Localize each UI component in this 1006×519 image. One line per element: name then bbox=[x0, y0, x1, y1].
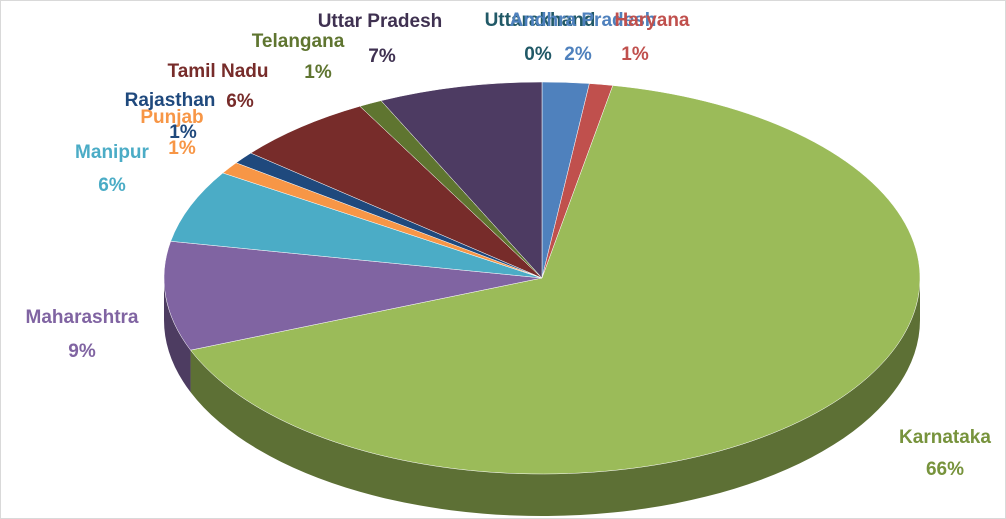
data-label-value: 9% bbox=[68, 341, 96, 362]
pie-slice bbox=[380, 81, 543, 279]
data-label-name: Punjab bbox=[140, 107, 203, 128]
data-label-value: 6% bbox=[226, 91, 254, 112]
data-label-name: Haryana bbox=[615, 10, 690, 31]
data-label-name: Uttarakhand bbox=[485, 10, 596, 31]
data-label-name: Andhra Pradesh bbox=[510, 10, 657, 31]
data-label-name: Rajasthan bbox=[125, 90, 216, 111]
data-label-name: Maharashtra bbox=[26, 307, 139, 328]
data-label-name: Karnataka bbox=[899, 427, 991, 448]
data-label-name: Manipur bbox=[75, 142, 149, 163]
data-label-value: 6% bbox=[98, 175, 126, 196]
data-label-name: Telangana bbox=[252, 31, 345, 52]
data-label-value: 66% bbox=[926, 459, 964, 480]
data-label-name: Uttar Pradesh bbox=[318, 11, 443, 32]
data-label-value: 7% bbox=[368, 46, 396, 67]
pie-slice bbox=[250, 105, 543, 279]
data-label-value: 2% bbox=[564, 44, 592, 65]
pie-slice bbox=[170, 172, 543, 279]
data-label-value: 0% bbox=[524, 44, 552, 65]
data-label-value: 1% bbox=[304, 62, 332, 83]
data-label-value: 1% bbox=[621, 44, 649, 65]
pie-side bbox=[190, 278, 920, 516]
data-label-name: Tamil Nadu bbox=[168, 61, 269, 82]
pie-side bbox=[164, 278, 191, 393]
pie-slice bbox=[190, 85, 921, 475]
data-label-value: 1% bbox=[168, 138, 196, 159]
data-label-value: 1% bbox=[169, 122, 197, 143]
pie-slice bbox=[163, 241, 543, 351]
